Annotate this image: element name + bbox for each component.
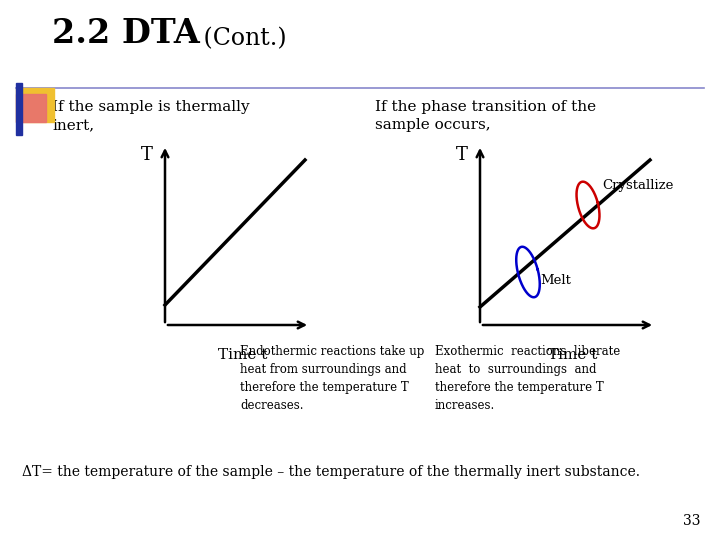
Text: ΔT= the temperature of the sample – the temperature of the thermally inert subst: ΔT= the temperature of the sample – the … xyxy=(22,465,640,479)
Bar xyxy=(16,88,54,122)
Text: (Cont.): (Cont.) xyxy=(196,27,287,50)
Text: T: T xyxy=(456,146,468,164)
Text: 2.2 DTA: 2.2 DTA xyxy=(52,17,199,50)
Text: Time t: Time t xyxy=(548,348,597,362)
Text: Crystallize: Crystallize xyxy=(602,179,673,192)
Text: Melt: Melt xyxy=(540,273,571,287)
Text: If the sample is thermally
inert,: If the sample is thermally inert, xyxy=(52,100,250,132)
Text: Endothermic reactions take up
heat from surroundings and
therefore the temperatu: Endothermic reactions take up heat from … xyxy=(240,345,424,412)
Bar xyxy=(16,83,22,135)
Text: Time t: Time t xyxy=(218,348,267,362)
Text: 33: 33 xyxy=(683,514,700,528)
Bar xyxy=(16,94,46,122)
Text: Exothermic  reactions  liberate
heat  to  surroundings  and
therefore the temper: Exothermic reactions liberate heat to su… xyxy=(435,345,620,412)
Text: If the phase transition of the
sample occurs,: If the phase transition of the sample oc… xyxy=(375,100,596,132)
Text: T: T xyxy=(141,146,153,164)
